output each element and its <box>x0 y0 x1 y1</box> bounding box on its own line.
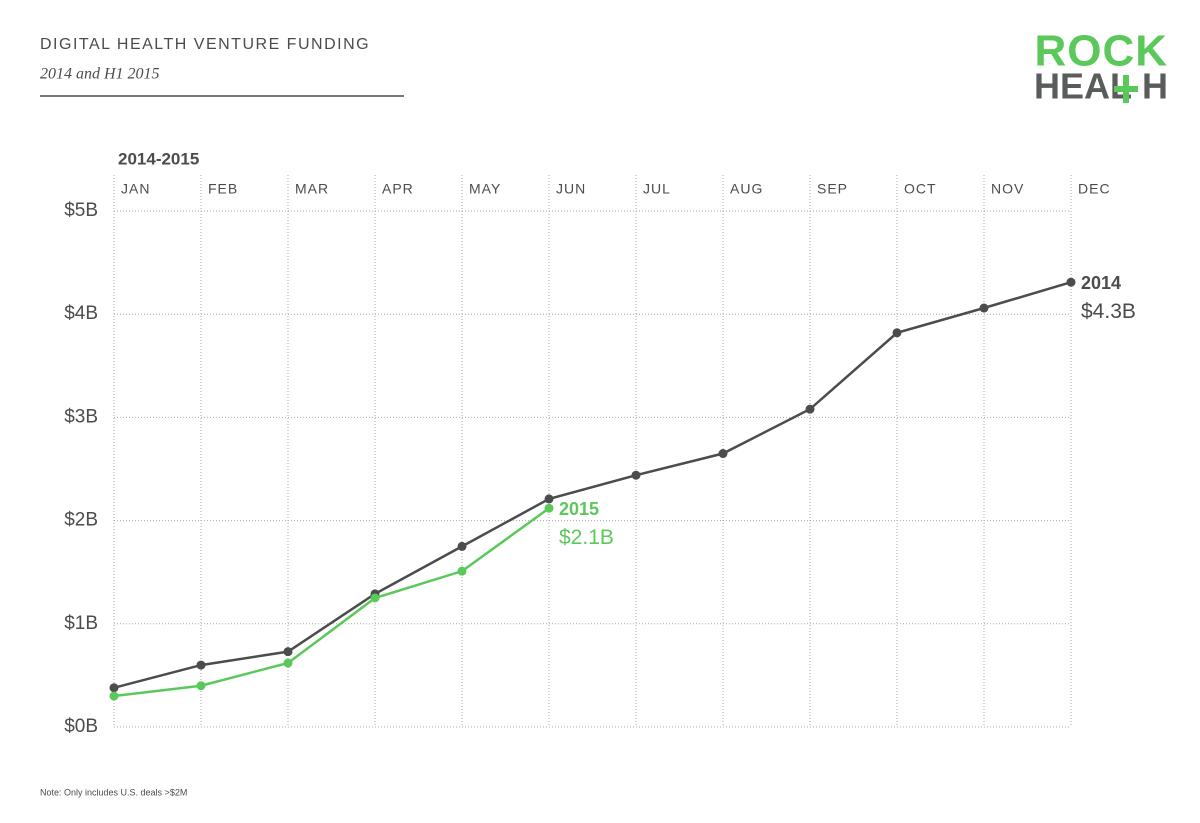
x-tick-label: NOV <box>991 181 1024 197</box>
y-tick-label: $2B <box>64 510 98 531</box>
logo: ROCK HEAL H <box>1034 27 1168 107</box>
y-tick-label: $3B <box>64 406 98 427</box>
logo-cross <box>1123 75 1129 103</box>
series-label: 2015 <box>559 499 599 519</box>
x-tick-label: OCT <box>904 181 937 197</box>
series-line <box>113 281 1072 689</box>
chart-subtitle: 2014 and H1 2015 <box>40 66 160 83</box>
data-point <box>457 566 467 576</box>
y-tick-label: $1B <box>64 613 98 634</box>
chart-title: DIGITAL HEALTH VENTURE FUNDING <box>40 36 370 53</box>
x-tick-label: JUL <box>643 181 671 197</box>
data-point <box>892 328 902 338</box>
x-tick-label: DEC <box>1078 181 1111 197</box>
data-point <box>370 593 380 603</box>
x-tick-label: JUN <box>556 181 586 197</box>
data-point <box>196 681 206 691</box>
x-tick-label: MAY <box>469 181 501 197</box>
x-tick-label: APR <box>382 181 414 197</box>
data-point <box>283 647 293 657</box>
data-point <box>109 683 119 693</box>
value-label: $2.1B <box>559 526 614 549</box>
data-point <box>544 494 554 504</box>
x-tick-label: AUG <box>730 181 763 197</box>
y-tick-label: $5B <box>64 200 98 221</box>
data-point <box>805 404 815 414</box>
x-axis-title: 2014-2015 <box>118 149 199 168</box>
data-point <box>979 303 989 313</box>
data-point <box>718 449 728 459</box>
x-tick-label: MAR <box>295 181 329 197</box>
logo-text: H <box>1142 66 1168 107</box>
x-tick-label: FEB <box>208 181 238 197</box>
logo-text: ROCK <box>1034 27 1168 76</box>
y-tick-label: $0B <box>64 716 98 737</box>
note: Note: Only includes U.S. deals >$2M <box>40 787 187 797</box>
series-label: 2014 <box>1081 273 1121 293</box>
data-point <box>283 658 293 668</box>
data-point <box>1066 277 1076 287</box>
data-point <box>457 541 467 551</box>
data-point <box>109 691 119 701</box>
value-label: $4.3B <box>1081 300 1136 323</box>
data-point <box>196 660 206 670</box>
data-point <box>544 503 554 513</box>
y-tick-label: $4B <box>64 303 98 324</box>
series-line <box>113 507 550 698</box>
x-tick-label: JAN <box>121 181 150 197</box>
data-point <box>631 470 641 480</box>
x-tick-label: SEP <box>817 181 848 197</box>
